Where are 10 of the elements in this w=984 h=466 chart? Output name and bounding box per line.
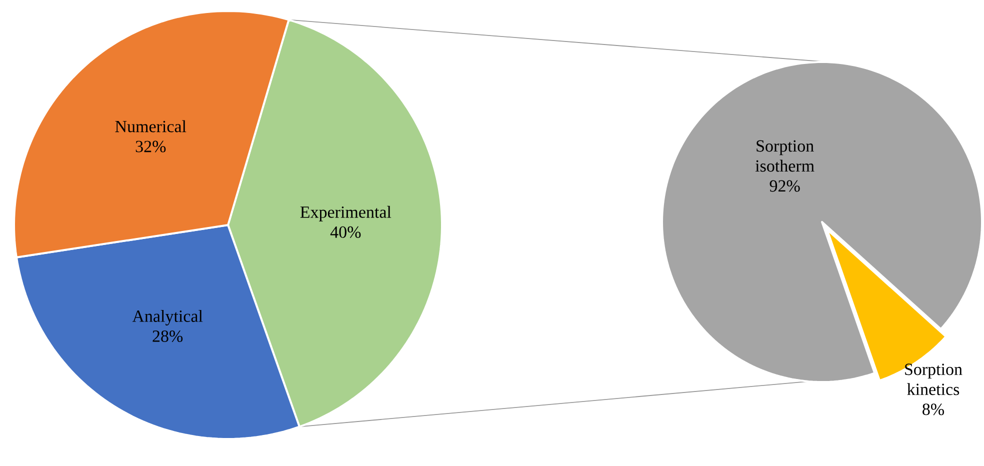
slice-label: Numerical: [115, 120, 186, 132]
slice-label: Sorption kinetics: [905, 364, 962, 396]
data-label: 8%: [922, 404, 944, 416]
data-label: 28%: [152, 330, 183, 342]
slice-label: Analytical: [132, 310, 203, 326]
data-label: 32%: [136, 140, 166, 152]
data-label: 92%: [770, 180, 800, 192]
slice-label: Sorption isotherm: [755, 140, 814, 172]
slice-label: Experimental: [300, 206, 392, 222]
data-label: 40%: [330, 226, 361, 238]
